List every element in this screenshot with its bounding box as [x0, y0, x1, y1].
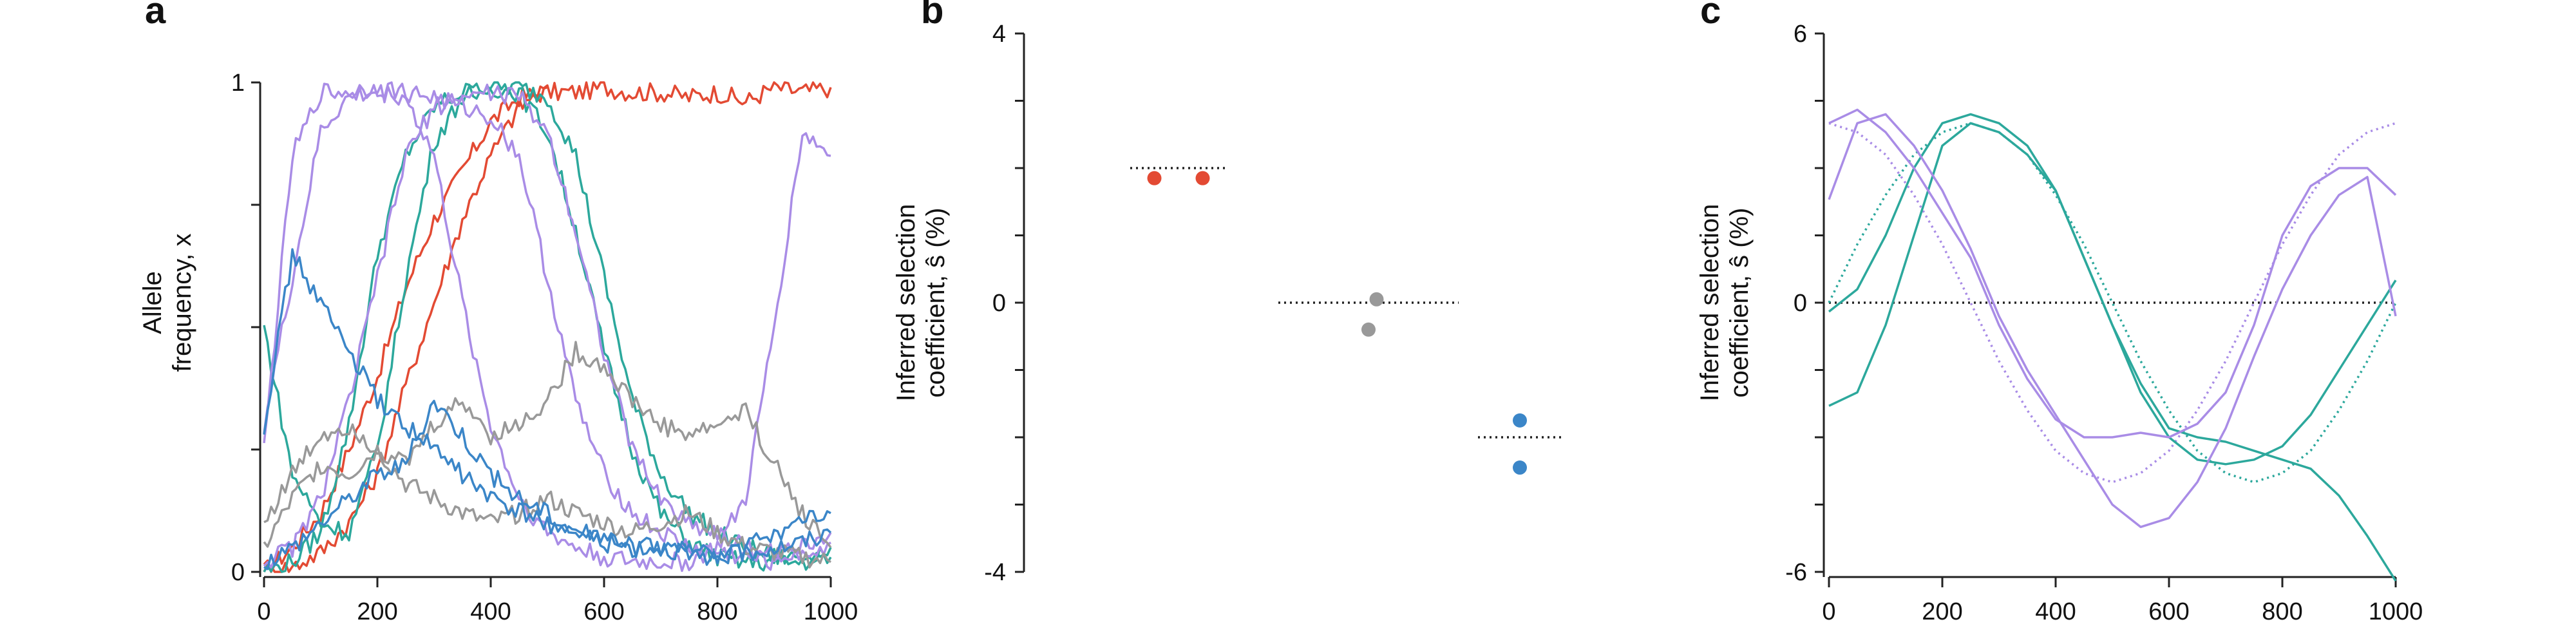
x-tick-label: 1000 — [2369, 598, 2423, 625]
x-tick-label: 0 — [1822, 598, 1835, 625]
estimate-point-gray — [1369, 292, 1384, 307]
y-tick-label: -6 — [1785, 559, 1807, 586]
true-curve-purple — [1828, 122, 2396, 484]
series-line-blue — [263, 399, 832, 571]
estimate-point-blue — [1513, 460, 1527, 475]
panel-a-axes — [251, 81, 832, 587]
y-tick-label: 1 — [231, 70, 245, 97]
series-line-teal — [263, 82, 832, 572]
x-tick-label: 600 — [583, 598, 624, 625]
x-tick-label: 800 — [2262, 598, 2302, 625]
inferred-curve-purple — [1828, 113, 2397, 529]
inferred-curve-purple — [1828, 108, 2397, 439]
series-line-red — [263, 85, 548, 573]
series-line-red — [263, 81, 832, 573]
y-tick-label: 0 — [992, 290, 1006, 317]
panel-c-time-varying-selection: -6 0 6 0 200 400 600 800 1000 Inferred selectionc… — [1696, 21, 2423, 625]
series-line-gray — [263, 444, 831, 569]
y-tick-label: 0 — [231, 559, 245, 586]
y-tick-label: -4 — [984, 559, 1006, 586]
panel-letter-c: c — [1700, 0, 1721, 32]
estimate-point-red — [1147, 171, 1162, 185]
panel-a-allele-frequency: 0 1 0 200 400 600 800 1000 Allelefrequency, x — [138, 70, 858, 625]
panel-letter-a: a — [145, 0, 166, 32]
panel-letter-b: b — [921, 0, 943, 32]
x-tick-label: 400 — [470, 598, 511, 625]
series-line-purple — [263, 84, 831, 573]
x-tick-label: 800 — [697, 598, 737, 625]
estimate-point-blue — [1513, 413, 1527, 428]
x-tick-label: 600 — [2148, 598, 2189, 625]
y-axis-label: Inferred selectioncoefficient, ŝ (%) — [1696, 204, 1754, 402]
x-tick-label: 400 — [2035, 598, 2076, 625]
panel-c-axes — [1815, 32, 2397, 587]
series-line-teal — [263, 81, 832, 573]
inferred-curve-teal — [1828, 122, 2397, 582]
y-tick-label: 0 — [1794, 290, 1807, 317]
y-axis-label: Allelefrequency, x — [138, 234, 196, 372]
series-line-gray — [263, 341, 832, 549]
y-tick-label: 4 — [992, 21, 1006, 48]
estimate-point-red — [1195, 171, 1210, 185]
panel-b-inferred-selection: -4 0 4 Inferred selectioncoefficient, ŝ (%) — [892, 21, 1562, 586]
estimate-point-gray — [1361, 322, 1376, 337]
y-tick-label: 6 — [1794, 21, 1807, 48]
x-tick-label: 0 — [257, 598, 270, 625]
panel-b-axes — [1015, 32, 1025, 573]
y-axis-label: Inferred selectioncoefficient, ŝ (%) — [892, 204, 950, 402]
x-tick-label: 200 — [1922, 598, 1962, 625]
x-tick-label: 1000 — [804, 598, 858, 625]
x-tick-label: 200 — [357, 598, 397, 625]
